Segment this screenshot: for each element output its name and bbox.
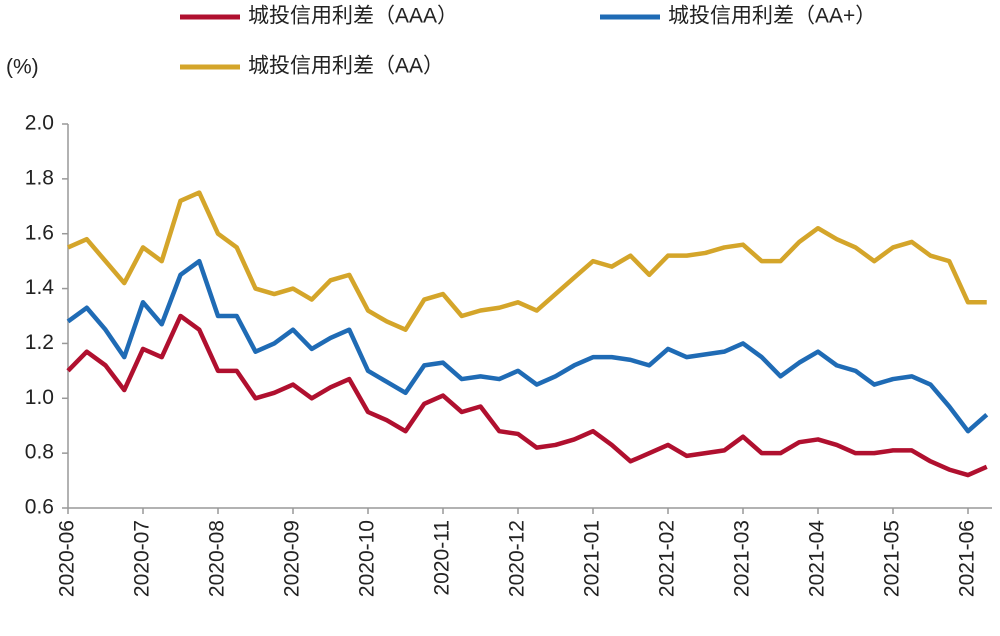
x-tick-label: 2020-12: [506, 520, 529, 597]
series-line: [67, 190, 987, 332]
x-tick-label: 2021-02: [656, 520, 679, 597]
legend-label: 城投信用利差（AA+）: [668, 5, 876, 28]
y-tick-label: 1.8: [25, 166, 54, 189]
legend-label: 城投信用利差（AAA）: [248, 5, 458, 28]
y-tick-label: 1.0: [25, 386, 54, 409]
x-tick-label: 2020-10: [356, 520, 379, 597]
x-tick-label: 2020-11: [431, 520, 454, 596]
y-tick-label: 1.2: [25, 331, 54, 354]
series-line: [66, 258, 989, 434]
x-tick-label: 2020-06: [56, 520, 79, 597]
y-tick-label: 0.6: [25, 496, 54, 519]
y-tick-label: 2.0: [25, 112, 54, 135]
x-tick-label: 2020-07: [131, 520, 154, 597]
x-tick-label: 2021-06: [956, 520, 979, 597]
y-tick-label: 1.6: [25, 221, 54, 244]
y-tick-label: 1.4: [25, 276, 55, 299]
x-tick-label: 2020-08: [206, 520, 229, 597]
x-tick-label: 2020-09: [281, 520, 304, 597]
legend-label: 城投信用利差（AA）: [248, 55, 444, 78]
y-unit: (%): [6, 56, 39, 79]
x-tick-label: 2021-04: [806, 520, 829, 597]
series-line: [66, 313, 988, 478]
x-tick-label: 2021-03: [731, 520, 754, 597]
x-tick-label: 2021-01: [581, 520, 604, 597]
y-tick-label: 0.8: [25, 441, 54, 464]
x-tick-label: 2021-05: [881, 520, 904, 597]
